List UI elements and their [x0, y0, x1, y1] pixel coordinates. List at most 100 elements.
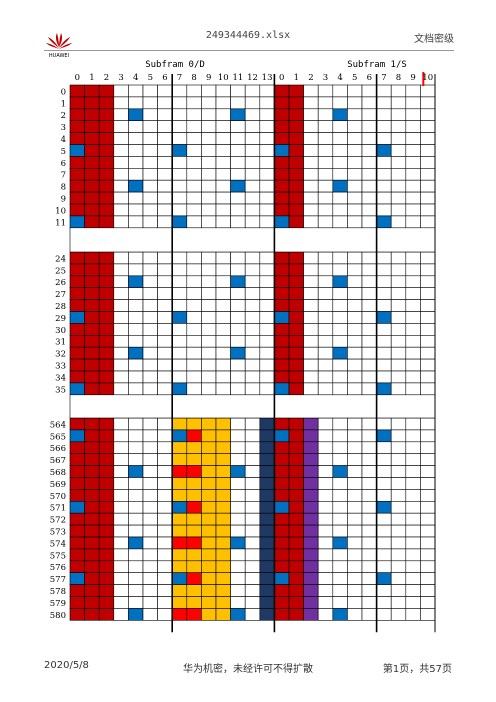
grid-cell	[376, 334, 392, 348]
row-label: 30	[55, 326, 66, 336]
grid-cell	[230, 382, 246, 396]
column-label: 2	[308, 73, 313, 83]
grid-cell	[142, 358, 158, 372]
grid-cell	[420, 500, 436, 514]
grid-cell	[244, 299, 261, 312]
grid-cell	[113, 346, 129, 360]
grid-cell	[186, 96, 202, 110]
grid-cell	[69, 334, 85, 348]
grid-cell	[288, 144, 304, 157]
grid-cell	[259, 358, 275, 372]
grid-cell	[244, 275, 261, 288]
grid-cell	[376, 156, 392, 169]
grid-cell	[390, 560, 407, 573]
grid-cell	[171, 156, 188, 169]
row-label: 25	[55, 266, 66, 276]
grid-cell	[317, 596, 334, 609]
grid-cell	[420, 560, 436, 573]
column-label: 10	[422, 73, 433, 83]
grid-cell	[157, 144, 173, 157]
grid-cell	[288, 323, 304, 336]
grid-cell	[215, 572, 231, 585]
grid-cell	[361, 323, 377, 336]
grid-cell	[332, 441, 348, 454]
grid-cell	[244, 120, 261, 133]
grid-cell	[244, 144, 261, 157]
grid-cell	[84, 203, 100, 217]
grid-cell	[332, 346, 348, 360]
grid-cell	[347, 120, 363, 133]
grid-cell	[376, 429, 392, 443]
grid-cell	[142, 477, 158, 490]
grid-cell	[288, 382, 304, 396]
grid-cell	[215, 608, 231, 621]
grid-cell	[259, 608, 275, 621]
grid-cell	[98, 299, 115, 312]
grid-cell	[128, 275, 144, 288]
huawei-logo: HUAWEI	[46, 33, 72, 59]
grid-cell	[201, 417, 217, 431]
column-label: 7	[177, 73, 182, 83]
grid-cell	[420, 512, 436, 526]
grid-cell	[157, 441, 173, 454]
grid-cell	[361, 191, 377, 205]
grid-cell	[142, 370, 158, 384]
grid-cell	[215, 168, 231, 181]
grid-cell	[376, 120, 392, 133]
grid-cell	[142, 203, 158, 217]
grid-cell	[303, 382, 319, 396]
column-label: 7	[381, 73, 386, 83]
grid-cell	[405, 311, 421, 324]
grid-cell	[201, 84, 217, 98]
grid-cell	[390, 608, 407, 621]
grid-cell	[230, 168, 246, 181]
grid-cell	[259, 536, 275, 550]
grid-cell	[361, 84, 377, 98]
grid-cell	[376, 299, 392, 312]
grid-cell	[347, 179, 363, 193]
grid-cell	[215, 132, 231, 145]
grid-cell	[390, 596, 407, 609]
grid-cell	[69, 512, 85, 526]
grid-cell	[303, 572, 319, 585]
grid-cell	[244, 263, 261, 277]
grid-cell	[113, 417, 129, 431]
grid-cell	[288, 96, 304, 110]
grid-cell	[215, 275, 231, 288]
grid-cell	[230, 132, 246, 145]
grid-cell	[274, 144, 290, 157]
grid-cell	[186, 144, 202, 157]
grid-cell	[347, 275, 363, 288]
grid-cell	[171, 417, 188, 431]
grid-cell	[142, 215, 158, 229]
grid-cell	[113, 191, 129, 205]
grid-cell	[142, 334, 158, 348]
grid-cell	[317, 191, 334, 205]
grid-cell	[230, 584, 246, 597]
grid-cell	[376, 608, 392, 621]
grid-cell	[405, 215, 421, 229]
grid-cell	[244, 596, 261, 609]
grid-cell	[332, 156, 348, 169]
grid-cell	[259, 370, 275, 384]
grid-cell	[420, 120, 436, 133]
grid-cell	[201, 584, 217, 597]
grid-cell	[405, 548, 421, 562]
grid-cell	[332, 560, 348, 573]
grid-cell	[332, 608, 348, 621]
grid-cell	[347, 323, 363, 336]
grid-cell	[201, 179, 217, 193]
grid-cell	[361, 429, 377, 443]
grid-cell	[142, 251, 158, 265]
grid-cell	[244, 477, 261, 490]
grid-cell	[259, 382, 275, 396]
grid-cell	[98, 548, 115, 562]
grid-cell	[317, 275, 334, 288]
grid-cell	[244, 179, 261, 193]
grid-cell	[230, 120, 246, 133]
row-label: 0	[61, 87, 66, 97]
grid-cell	[171, 524, 188, 538]
grid-cell	[69, 191, 85, 205]
grid-cell	[186, 548, 202, 562]
grid-cell	[128, 596, 144, 609]
